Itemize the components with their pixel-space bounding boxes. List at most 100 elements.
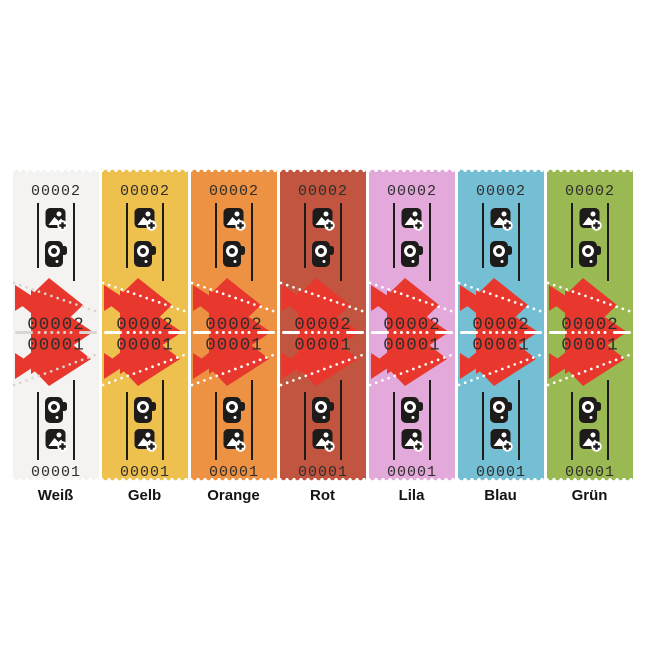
upper-half-serial: 00002 [205,315,263,335]
camera-icon [133,397,156,423]
ticket: 00002 [279,168,366,482]
camera-icon [400,241,423,267]
lower-half-serial: 00001 [27,336,85,356]
camera-icon [44,397,67,423]
top-serial-number: 00002 [297,183,347,200]
ticket-strip: 00002 [101,168,188,505]
ticket-art: 00002 [368,183,455,478]
image-add-icon [223,429,246,452]
ticket-strip: 00002 [190,168,277,505]
image-add-icon [45,208,68,231]
camera-icon [578,397,601,423]
triangle-pattern [459,278,538,386]
ticket-strip: 00002 [457,168,544,505]
upper-half-serial: 00002 [27,315,85,335]
triangle-pattern [281,278,360,386]
tear-line [14,331,97,334]
strips-row: 00002 [0,168,645,505]
triangle-pattern [548,278,627,386]
bottom-serial-number: 00001 [564,464,614,478]
image-add-icon [401,429,424,452]
color-label: Weiß [37,487,74,504]
image-add-icon [579,208,602,231]
bottom-serial-number: 00001 [297,464,347,478]
image-add-icon [134,429,157,452]
camera-icon [222,241,245,267]
bottom-serial-number: 00001 [119,464,169,478]
image-add-icon [490,208,513,231]
lower-half-serial: 00001 [205,336,263,356]
camera-icon [311,241,334,267]
lower-half-serial: 00001 [116,336,174,356]
camera-icon [400,397,423,423]
ticket-art: 00002 [190,183,277,478]
upper-half-serial: 00002 [383,315,441,335]
lower-half-serial: 00001 [561,336,619,356]
ticket: 00002 [368,168,455,482]
color-label: Grün [571,487,608,504]
lower-half-serial: 00001 [383,336,441,356]
triangle-pattern [370,278,449,386]
lower-half-serial: 00001 [472,336,530,356]
triangle-pattern [14,278,93,386]
ticket-strip: 00002 [368,168,455,505]
image-add-icon [312,429,335,452]
ticket: 00002 [101,168,188,482]
top-serial-number: 00002 [119,183,169,200]
tear-line [370,331,453,334]
image-add-icon [134,208,157,231]
camera-icon [133,241,156,267]
ticket: 00002 [12,168,99,482]
upper-half-serial: 00002 [561,315,619,335]
upper-half-serial: 00002 [116,315,174,335]
ticket-art: 00002 [457,183,544,478]
ticket-strip: 00002 [546,168,633,505]
bottom-serial-number: 00001 [475,464,525,478]
triangle-pattern [192,278,271,386]
bottom-serial-number: 00001 [386,464,436,478]
color-label: Blau [484,487,517,504]
tear-line [281,331,364,334]
tear-line [103,331,186,334]
color-label: Gelb [127,487,162,504]
upper-half-serial: 00002 [472,315,530,335]
tear-line [192,331,275,334]
ticket: 00002 [190,168,277,482]
lower-half-serial: 00001 [294,336,352,356]
ticket-art: 00002 [279,183,366,478]
ticket: 00002 [457,168,544,482]
camera-icon [489,241,512,267]
top-serial-number: 00002 [564,183,614,200]
upper-half-serial: 00002 [294,315,352,335]
ticket-strip: 00002 [12,168,99,505]
ticket-art: 00002 [101,183,188,478]
ticket-art: 00002 [12,183,99,478]
top-serial-number: 00002 [30,183,80,200]
ticket: 00002 [546,168,633,482]
image-add-icon [223,208,246,231]
image-add-icon [579,429,602,452]
ticket-strip: 00002 [279,168,366,505]
bottom-serial-number: 00001 [208,464,258,478]
tear-line [548,331,631,334]
image-add-icon [312,208,335,231]
image-add-icon [45,429,68,452]
ticket-art: 00002 [546,183,633,478]
bottom-serial-number: 00001 [30,464,80,478]
color-label: Lila [398,487,425,504]
camera-icon [311,397,334,423]
camera-icon [489,397,512,423]
color-label: Rot [310,487,335,504]
image-add-icon [401,208,424,231]
color-label: Orange [207,487,260,504]
camera-icon [578,241,601,267]
triangle-pattern [103,278,182,386]
top-serial-number: 00002 [386,183,436,200]
tear-line [459,331,542,334]
top-serial-number: 00002 [475,183,525,200]
top-serial-number: 00002 [208,183,258,200]
image-add-icon [490,429,513,452]
camera-icon [44,241,67,267]
camera-icon [222,397,245,423]
